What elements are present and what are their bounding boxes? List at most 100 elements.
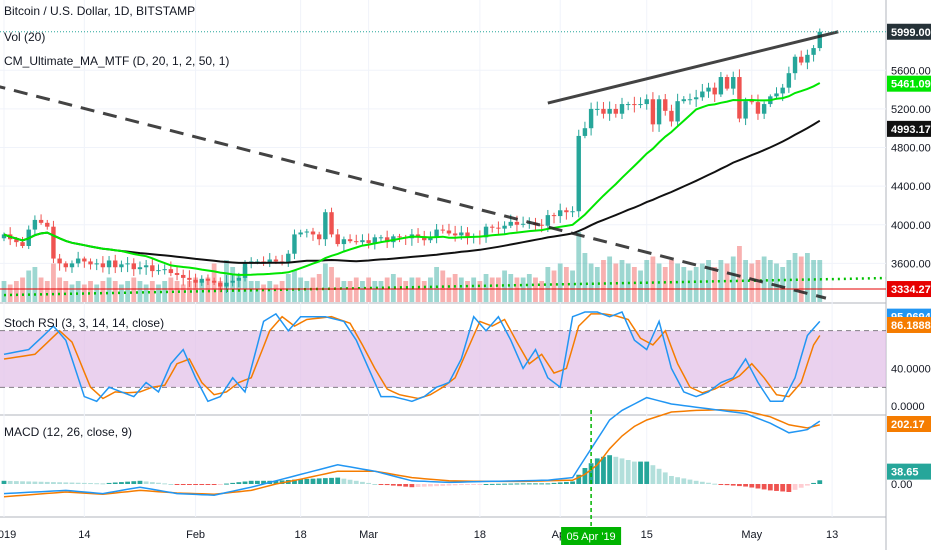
volume-bar <box>446 277 452 302</box>
volume-bar <box>805 253 810 302</box>
stoch-rsi-lines <box>3 311 821 403</box>
macd-histogram-bar <box>20 481 25 484</box>
volume-bar <box>582 253 588 302</box>
volume-bar <box>38 277 44 302</box>
macd-histogram-bar <box>100 483 106 485</box>
candle-body <box>397 236 402 238</box>
volume-bar <box>322 263 328 302</box>
volume-bar <box>644 260 650 302</box>
volume-bar <box>137 281 143 302</box>
volume-bar <box>724 263 730 302</box>
volume-bar <box>693 267 699 302</box>
candle-body <box>286 253 291 263</box>
candle-body <box>724 77 730 89</box>
volume-bar <box>236 274 242 302</box>
volume-bar <box>798 256 804 302</box>
macd-histogram-bar <box>644 461 650 484</box>
volume-bar <box>687 270 693 302</box>
volume-bar <box>304 281 310 302</box>
macd-histogram-bar <box>322 478 328 484</box>
macd-histogram-bar <box>545 483 551 485</box>
macd-histogram-bar <box>292 479 297 484</box>
ma-label: CM_Ultimate_MA_MTF (D, 20, 1, 2, 50, 1) <box>4 54 229 68</box>
macd-histogram-bar <box>465 484 470 485</box>
macd-histogram-bar <box>811 482 816 484</box>
volume-bar <box>786 260 792 302</box>
volume-bar <box>168 277 174 302</box>
ma50-line <box>3 119 821 264</box>
volume-bar <box>496 277 501 302</box>
candle-body <box>1 234 7 239</box>
macd-histogram-bar <box>514 483 520 485</box>
candle-body <box>38 219 44 223</box>
volume-bar <box>279 281 285 302</box>
stoch-rsi-band <box>0 330 886 388</box>
volume-bar <box>156 284 161 302</box>
macd-histogram-bar <box>403 484 409 487</box>
macd-histogram-bar <box>261 480 266 484</box>
volume-bar <box>310 277 316 302</box>
volume-bar <box>316 274 322 302</box>
macd-histogram-bar <box>625 460 631 484</box>
macd-histogram-bar <box>471 484 477 485</box>
macd-histogram-bar <box>693 480 699 484</box>
macd-histogram-bar <box>94 483 100 485</box>
volume-bar <box>576 232 582 302</box>
macd-histogram-bar <box>193 484 198 485</box>
volume-bar <box>254 281 260 302</box>
candle-body <box>749 101 754 103</box>
macd-histogram-bar <box>786 484 792 492</box>
macd-histogram-bar <box>329 477 334 484</box>
candle-body <box>712 87 717 95</box>
candle-body <box>440 229 445 231</box>
volume-bar <box>106 277 112 302</box>
macd-histogram-bar <box>631 461 637 484</box>
macd-histogram-bar <box>335 477 341 484</box>
macd-histogram-bar <box>638 461 643 484</box>
macd-histogram-bar <box>384 484 390 486</box>
macd-histogram-bar <box>458 484 464 486</box>
macd-histogram-bar <box>699 481 705 484</box>
candle-body <box>143 265 149 268</box>
volume-bar <box>613 263 619 302</box>
candle-body <box>329 212 334 235</box>
volume-bar <box>273 284 279 302</box>
candle-body <box>718 77 724 95</box>
candle-body <box>224 282 229 287</box>
volume-bar <box>607 256 613 302</box>
macd-histogram-bar <box>224 483 229 485</box>
price-badge: 4993.17 <box>891 124 931 136</box>
macd-histogram-bar <box>7 480 13 484</box>
macd-histogram-bar <box>669 476 674 484</box>
volume-bar <box>403 281 409 302</box>
macd-histogram-bar <box>397 484 402 487</box>
time-tick-label: 18 <box>295 529 307 541</box>
candle-body <box>465 232 470 238</box>
candle-body <box>69 263 75 268</box>
overlay-lines <box>0 30 886 300</box>
candle-body <box>137 267 143 270</box>
macd-histogram-bar <box>613 456 619 484</box>
macd-histogram-bar <box>187 484 192 485</box>
candle-body <box>20 242 25 246</box>
candle-body <box>502 225 507 229</box>
candle-body <box>193 279 198 283</box>
volume-bar <box>619 260 625 302</box>
macd-signal-line <box>3 409 820 498</box>
date-marker-label: 05 Apr '19 <box>566 531 615 543</box>
candle-body <box>520 223 526 225</box>
price-axis: 5600.00 5200.00 4800.00 4400.00 4000.00 3600.… <box>891 65 931 491</box>
candle-body <box>323 212 328 240</box>
stoch-tick-label: 40.0000 <box>891 363 931 375</box>
volume-bar <box>44 281 50 302</box>
candle-body <box>681 99 686 102</box>
macd-histogram-bar <box>477 484 483 485</box>
price-badge-bg <box>887 75 931 92</box>
macd-histogram-bar <box>730 484 736 486</box>
candle-body <box>737 77 742 119</box>
candle-body <box>119 264 124 268</box>
candle-body <box>354 241 359 243</box>
candle-body <box>545 215 551 226</box>
